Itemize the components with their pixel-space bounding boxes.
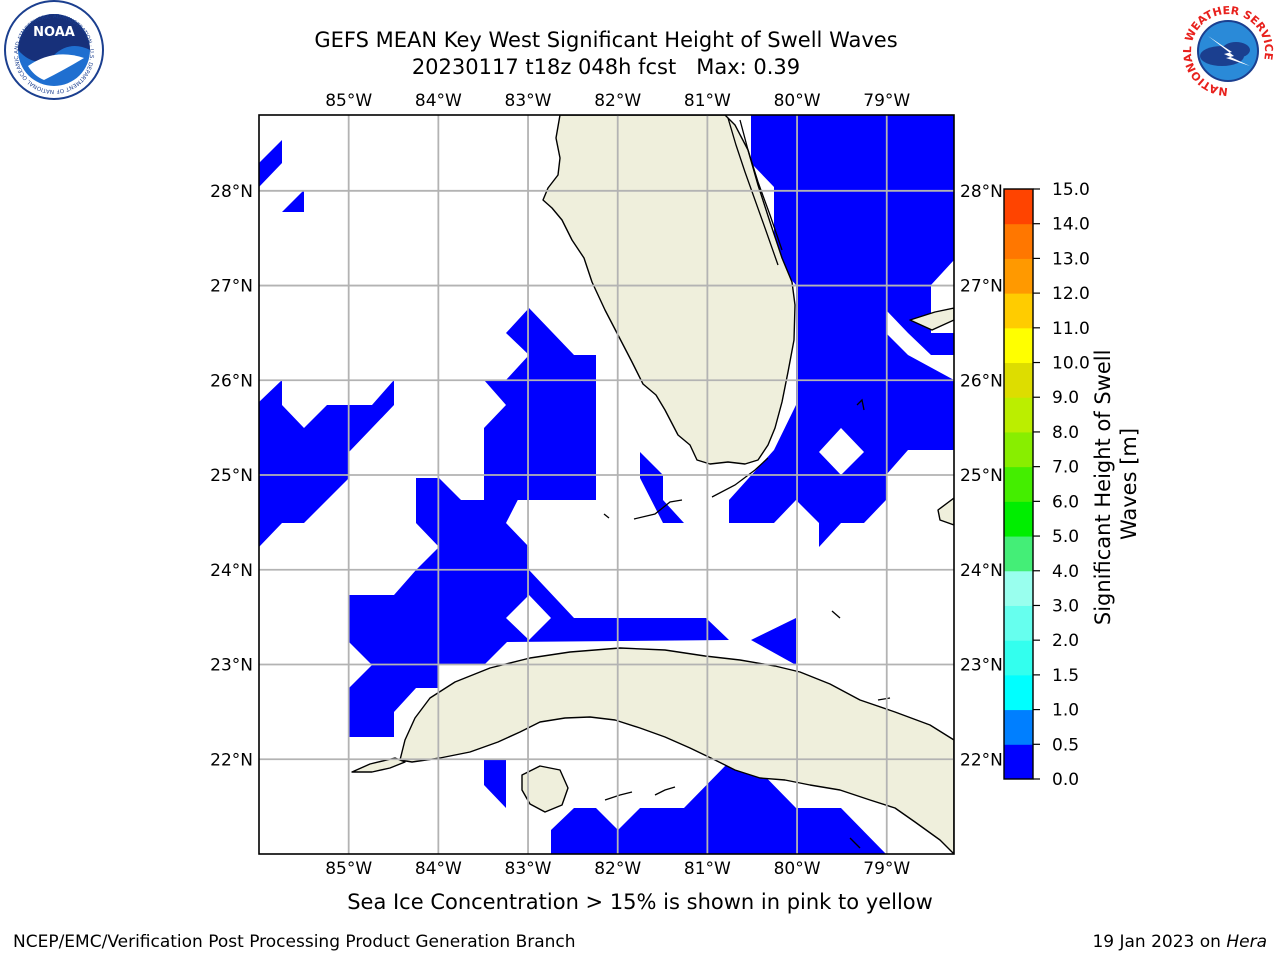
- lat-tick-labels-right: 22°N 23°N 24°N 25°N 26°N 27°N 28°N: [960, 182, 1003, 770]
- colorbar-tick-label: 6.0: [1052, 492, 1079, 512]
- colorbar-swatch: [1004, 431, 1033, 468]
- isla-de-la-juventud: [521, 765, 569, 813]
- lat-tick-label: 28°N: [210, 182, 253, 202]
- footer-date: 19 Jan 2023 on Hera: [1092, 932, 1267, 952]
- colorbar-swatch: [1004, 397, 1033, 433]
- colorbar-tick-label: 3.0: [1052, 596, 1079, 616]
- sea-ice-note: Sea Ice Concentration > 15% is shown in …: [347, 890, 933, 914]
- lat-tick-label: 25°N: [960, 466, 1003, 486]
- colorbar-tick-label: 14.0: [1052, 215, 1090, 235]
- land: [351, 115, 954, 854]
- lat-tick-label: 24°N: [960, 561, 1003, 581]
- colorbar-tick-label: 8.0: [1052, 423, 1079, 443]
- gridlines: [259, 115, 954, 854]
- colorbar-tick-label: 9.0: [1052, 388, 1079, 408]
- colorbar-swatch: [1004, 466, 1033, 502]
- colorbar-label: Significant Height of Swell Waves [m]: [1091, 343, 1141, 625]
- lon-tick-label: 85°W: [325, 859, 372, 879]
- lat-tick-label: 27°N: [210, 277, 253, 297]
- lat-tick-label: 22°N: [960, 750, 1003, 770]
- pinar-del-rio-tip: [351, 757, 406, 773]
- lon-tick-label: 81°W: [684, 859, 731, 879]
- lon-tick-label: 80°W: [774, 91, 821, 111]
- colorbar-tick-label: 0.0: [1052, 770, 1079, 790]
- colorbar-swatch: [1004, 570, 1033, 606]
- lat-tick-label: 23°N: [960, 656, 1003, 676]
- map-area: [259, 115, 954, 854]
- footer-date-text: 19 Jan 2023 on: [1092, 932, 1221, 952]
- coastline-details: [603, 117, 891, 849]
- colorbar-tick-label: 0.5: [1052, 735, 1079, 755]
- colorbar-swatch: [1004, 709, 1033, 745]
- colorbar-frame: [1003, 188, 1034, 780]
- footer-credit: NCEP/EMC/Verification Post Processing Pr…: [13, 932, 576, 952]
- colorbar-tick-label: 4.0: [1052, 562, 1079, 582]
- footer-host: Hera: [1226, 932, 1267, 952]
- colorbar-tick-label: 1.0: [1052, 701, 1079, 721]
- lon-tick-labels-bottom: 85°W 84°W 83°W 82°W 81°W 80°W 79°W: [325, 859, 910, 879]
- lat-tick-label: 27°N: [960, 277, 1003, 297]
- andros-island: [937, 497, 954, 526]
- colorbar-swatch: [1004, 189, 1033, 225]
- colorbar-swatch: [1004, 536, 1033, 572]
- colorbar-swatch: [1004, 327, 1033, 364]
- colorbar-tick-label: 5.0: [1052, 527, 1079, 547]
- colorbar-swatches: [1004, 189, 1033, 780]
- lon-tick-label: 83°W: [505, 91, 552, 111]
- lon-tick-label: 84°W: [415, 91, 462, 111]
- colorbar-label-line1: Significant Height of Swell: [1091, 350, 1115, 626]
- lon-tick-label: 79°W: [863, 91, 910, 111]
- colorbar-tick-labels: 0.0 0.5 1.0 1.5 2.0 3.0 4.0 5.0 6.0 7.0 8.0 9.0 10.0…: [1033, 180, 1090, 790]
- lat-tick-label: 28°N: [960, 182, 1003, 202]
- lat-tick-labels-left: 22°N 23°N 24°N 25°N 26°N 27°N 28°N: [210, 182, 253, 770]
- lon-tick-label: 79°W: [863, 859, 910, 879]
- colorbar-tick-label: 10.0: [1052, 354, 1090, 374]
- colorbar-tick-label: 13.0: [1052, 249, 1090, 269]
- lon-tick-label: 82°W: [594, 91, 641, 111]
- lat-tick-label: 24°N: [210, 561, 253, 581]
- colorbar-label-line2: Waves [m]: [1117, 428, 1141, 540]
- lon-tick-label: 84°W: [415, 859, 462, 879]
- lon-tick-label: 83°W: [505, 859, 552, 879]
- lon-tick-label: 85°W: [325, 91, 372, 111]
- nws-logo-icon: NATIONAL WEATHER SERVICE: [1178, 1, 1278, 101]
- florida-landmass: [542, 115, 796, 465]
- lat-tick-label: 22°N: [210, 750, 253, 770]
- cuba-landmass: [399, 647, 954, 854]
- lon-tick-label: 80°W: [774, 859, 821, 879]
- lon-tick-label: 81°W: [684, 91, 731, 111]
- chart-title: GEFS MEAN Key West Significant Height of…: [314, 28, 898, 52]
- colorbar-tick-label: 7.0: [1052, 458, 1079, 478]
- noaa-logo-icon: NOAA NATIONAL OCEANIC AND ATMOSPHERIC AD…: [0, 0, 104, 100]
- noaa-logo-text: NOAA: [33, 25, 75, 40]
- colorbar-swatch: [1004, 258, 1033, 294]
- colorbar-swatch: [1004, 674, 1033, 711]
- lat-tick-label: 25°N: [210, 466, 253, 486]
- colorbar-swatch: [1004, 640, 1033, 676]
- colorbar-tick-label: 15.0: [1052, 180, 1090, 200]
- colorbar: 0.0 0.5 1.0 1.5 2.0 3.0 4.0 5.0 6.0 7.0 8.0 9.0 10.0…: [1003, 180, 1141, 790]
- colorbar-tick-label: 11.0: [1052, 319, 1090, 339]
- grand-bahama: [909, 307, 954, 331]
- lat-tick-label: 23°N: [210, 656, 253, 676]
- colorbar-swatch: [1004, 293, 1033, 329]
- colorbar-swatch: [1004, 744, 1033, 780]
- lon-tick-labels-top: 85°W 84°W 83°W 82°W 81°W 80°W 79°W: [325, 91, 910, 111]
- colorbar-tick-label: 1.5: [1052, 666, 1079, 686]
- colorbar-swatch: [1004, 501, 1033, 537]
- chart-subtitle: 20230117 t18z 048h fcst Max: 0.39: [411, 55, 801, 79]
- lon-tick-label: 82°W: [594, 859, 641, 879]
- lat-tick-label: 26°N: [960, 371, 1003, 391]
- colorbar-tick-label: 2.0: [1052, 631, 1079, 651]
- lat-tick-label: 26°N: [210, 371, 253, 391]
- colorbar-swatch: [1004, 223, 1033, 259]
- colorbar-swatch: [1004, 362, 1033, 398]
- map-frame: [258, 114, 955, 855]
- colorbar-swatch: [1004, 605, 1033, 641]
- colorbar-tick-label: 12.0: [1052, 284, 1090, 304]
